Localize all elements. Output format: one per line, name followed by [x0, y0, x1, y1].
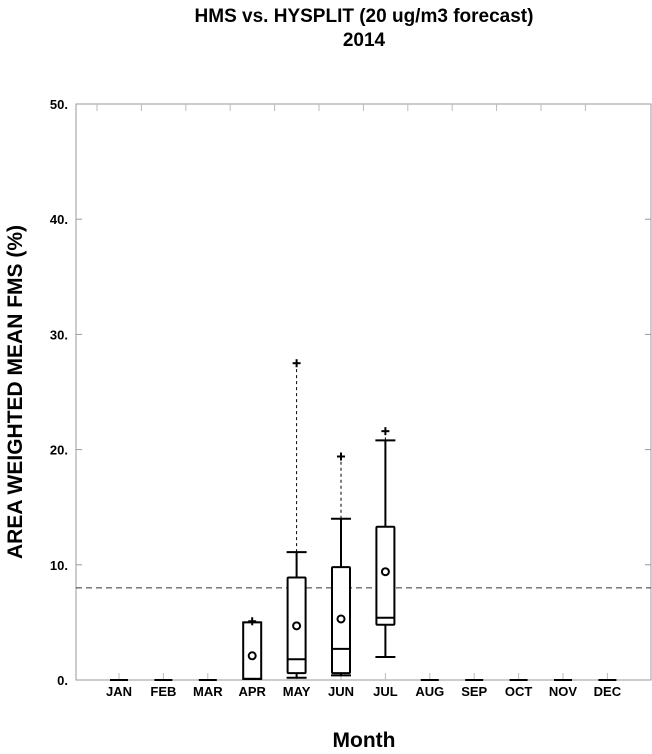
box-apr: [242, 621, 263, 680]
mean-marker-apr: [247, 651, 257, 661]
y-tick-label: 20.: [50, 443, 68, 458]
mean-marker-jul: [380, 567, 390, 577]
x-tick-label: MAR: [193, 684, 223, 699]
x-tick-label: JAN: [106, 684, 132, 699]
x-tick-label: OCT: [505, 684, 533, 699]
x-axis-label: Month: [333, 729, 396, 749]
y-tick-label: 0.: [57, 673, 68, 688]
y-tick-label: 50.: [50, 97, 68, 112]
box-jun: [331, 566, 351, 675]
x-tick-label: JUL: [373, 684, 398, 699]
x-tick-label: DEC: [594, 684, 622, 699]
box-may: [286, 576, 307, 675]
x-tick-label: APR: [238, 684, 266, 699]
y-tick-label: 30.: [50, 327, 68, 342]
mean-marker-jun: [336, 614, 346, 624]
x-tick-label: MAY: [283, 684, 311, 699]
x-tick-label: SEP: [461, 684, 487, 699]
mean-marker-may: [292, 621, 302, 631]
y-axis-label: AREA WEIGHTED MEAN FMS (%): [4, 225, 27, 559]
x-tick-label: JUN: [328, 684, 354, 699]
y-tick-label: 10.: [50, 558, 68, 573]
chart-subtitle: 2014: [343, 30, 386, 51]
x-tick-label: FEB: [150, 684, 176, 699]
chart-title: HMS vs. HYSPLIT (20 ug/m3 forecast): [195, 6, 534, 27]
y-tick-label: 40.: [50, 212, 68, 227]
x-tick-label: AUG: [415, 684, 444, 699]
x-tick-label: NOV: [549, 684, 578, 699]
plot-frame: [75, 103, 652, 681]
